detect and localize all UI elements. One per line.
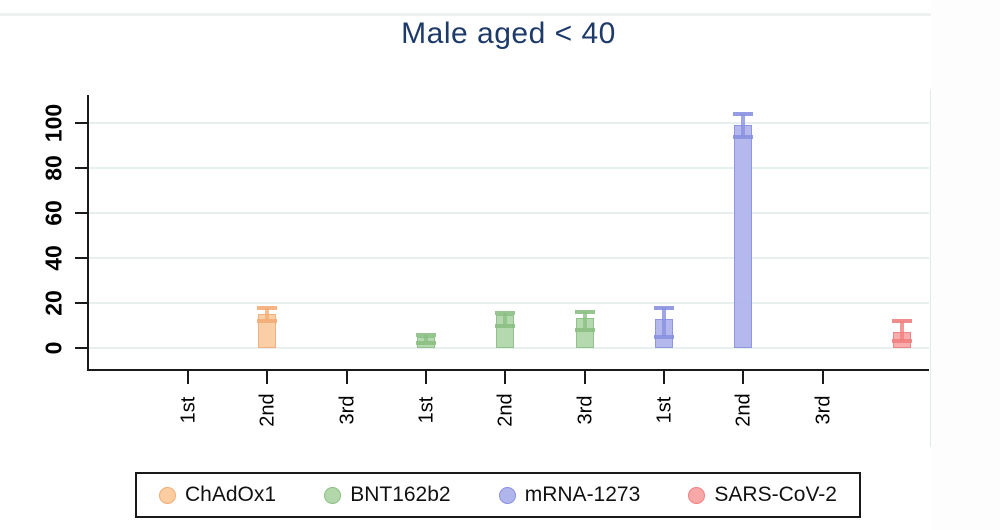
x-axis-tick [662, 369, 665, 384]
y-axis-tick [75, 212, 88, 214]
y-axis-tick-label: 20 [40, 290, 67, 316]
gridline [89, 212, 929, 214]
error-bar-cap-high [257, 305, 278, 310]
legend-marker-bnt162b2-icon [324, 486, 342, 504]
x-axis-tick-label: 3rd [812, 395, 835, 425]
legend-marker-chadox1-icon [159, 486, 176, 504]
x-axis-line [87, 369, 929, 371]
y-axis-tick [75, 257, 88, 259]
gridline [89, 122, 929, 124]
y-axis-tick [75, 167, 88, 169]
x-axis-tick-label: 1st [177, 396, 200, 424]
x-axis-tick [742, 369, 745, 384]
error-bar-whisker [899, 321, 904, 342]
gridline [89, 302, 929, 304]
y-axis-tick [75, 302, 88, 304]
page-right-margin [931, 0, 1000, 530]
x-axis-tick [345, 369, 348, 384]
x-axis-tick [583, 369, 586, 384]
y-axis-tick-label: 0 [40, 341, 67, 355]
y-axis-tick-label: 100 [40, 103, 67, 143]
legend-label-chadox1: ChAdOx1 [185, 483, 277, 506]
y-axis-tick [75, 122, 88, 124]
error-bar-cap-high [495, 311, 516, 316]
x-axis-tick [424, 369, 427, 384]
error-bar-whisker [503, 313, 508, 326]
y-axis-tick-label: 80 [40, 155, 67, 181]
error-bar-cap-low [653, 334, 674, 339]
error-bar-whisker [741, 114, 746, 137]
error-bar-whisker [661, 308, 666, 337]
legend-marker-mrna1273-icon [498, 486, 516, 504]
legend-box: ChAdOx1 BNT162b2 mRNA-1273 SARS-CoV-2 [135, 472, 861, 518]
x-axis-tick-label: 3rd [336, 395, 359, 425]
x-axis-tick-label: 1st [415, 396, 438, 424]
x-axis-tick-label: 3rd [574, 395, 597, 425]
legend-item-chadox1: ChAdOx1 [159, 483, 276, 507]
error-bar-whisker [265, 307, 270, 321]
x-axis-tick-label: 1st [653, 396, 676, 424]
legend-item-mrna1273: mRNA-1273 [498, 483, 641, 507]
x-axis-tick [504, 369, 507, 384]
legend-label-sarscov2: SARS-CoV-2 [714, 483, 837, 506]
x-axis-tick [266, 369, 269, 384]
legend-label-mrna1273: mRNA-1273 [524, 483, 641, 506]
x-axis-tick-label: 2nd [732, 393, 755, 427]
y-axis-line [87, 95, 89, 371]
bar [734, 125, 753, 348]
error-bar-cap-low [733, 134, 754, 139]
error-bar-cap-low [495, 323, 516, 328]
gridline [89, 167, 929, 169]
legend-item-sarscov2: SARS-CoV-2 [688, 483, 837, 507]
legend-label-bnt162b2: BNT162b2 [350, 483, 451, 506]
error-bar-cap-high [415, 333, 436, 338]
legend-marker-sarscov2-icon [688, 486, 706, 504]
page-top-strip [0, 13, 1000, 16]
x-axis-tick [821, 369, 824, 384]
x-axis-tick-label: 2nd [256, 393, 279, 427]
error-bar-cap-high [653, 306, 674, 311]
y-axis-tick-label: 40 [40, 245, 67, 271]
error-bar-whisker [423, 335, 428, 344]
y-axis-tick [75, 347, 88, 349]
chart-title: Male aged < 40 [401, 17, 616, 50]
error-bar-cap-high [733, 112, 754, 116]
error-bar-cap-high [574, 310, 595, 314]
error-bar-cap-high [891, 319, 912, 323]
error-bar-cap-low [574, 328, 595, 332]
page-right-edge-line [930, 90, 931, 447]
x-axis-tick [187, 369, 189, 384]
y-axis-tick-label: 60 [40, 200, 67, 226]
gridline [89, 347, 929, 349]
gridline [89, 257, 929, 259]
error-bar-whisker [582, 312, 587, 330]
x-axis-tick-label: 2nd [494, 393, 517, 427]
error-bar-cap-low [257, 319, 278, 323]
error-bar-cap-low [891, 339, 912, 344]
error-bar-cap-low [415, 341, 436, 346]
legend-item-bnt162b2: BNT162b2 [324, 483, 451, 507]
